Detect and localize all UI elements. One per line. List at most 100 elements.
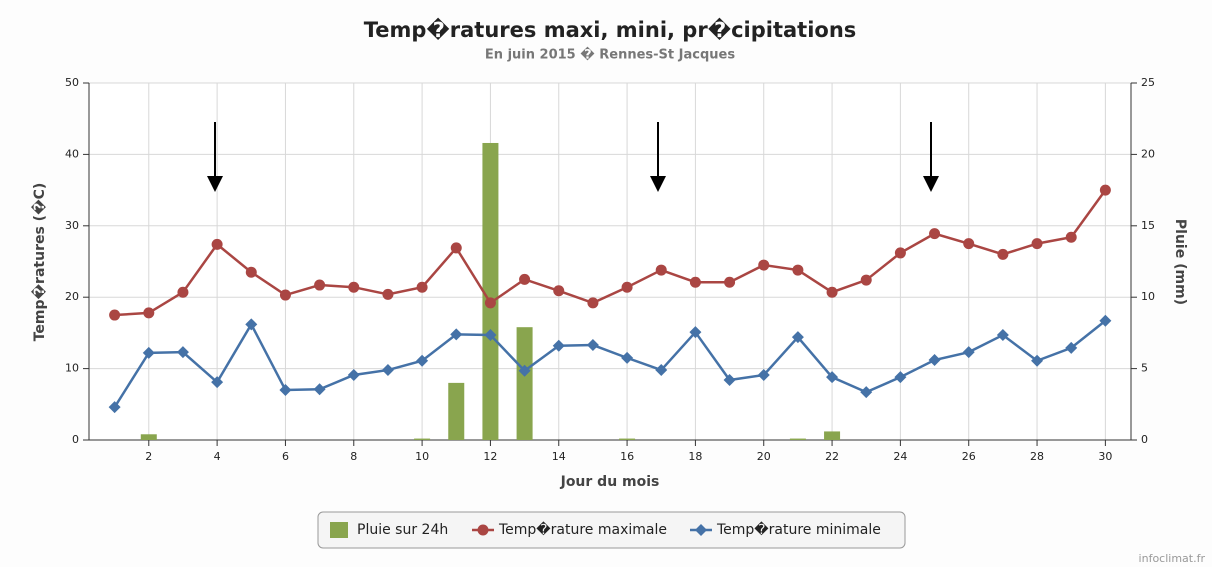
marker [484,297,496,309]
line [113,319,1107,408]
y2-axis-title: Pluie (mm) [1172,219,1188,305]
arrow-head [207,176,223,192]
bar [140,434,157,440]
marker [655,364,668,377]
marker [381,364,394,377]
marker [689,326,702,339]
marker [245,318,258,331]
y-tick-label: 30 [65,219,79,232]
marker [655,264,667,276]
marker [347,369,360,382]
marker [826,286,838,298]
marker [757,369,770,382]
x-tick-label: 26 [962,450,976,463]
marker [416,281,428,293]
legend-label: Temp�rature maximale [498,521,667,538]
marker [279,289,291,301]
marker [552,339,565,352]
marker [177,286,189,298]
marker [142,346,155,359]
x-tick-label: 4 [214,450,221,463]
marker [518,364,531,377]
marker [928,354,941,367]
marker [450,328,463,341]
x-tick-label: 16 [620,450,634,463]
marker [996,329,1009,342]
plot-area [89,83,1131,440]
legend-swatch [330,522,348,538]
marker [1065,341,1078,354]
y-tick-label: 50 [65,76,79,89]
y-axis-title: Temp�ratures (�C) [31,183,48,342]
y2-tick-label: 15 [1141,219,1155,232]
marker [758,259,770,271]
x-tick-label: 8 [350,450,357,463]
y-tick-label: 20 [65,290,79,303]
x-tick-label: 20 [757,450,771,463]
x-tick-label: 18 [688,450,702,463]
marker [894,247,906,259]
marker [997,248,1009,260]
marker [962,346,975,359]
marker [314,279,326,291]
bar [414,438,431,440]
bar [824,431,841,440]
marker [382,288,394,300]
marker [1031,238,1043,250]
chart-subtitle: En juin 2015 � Rennes-St Jacques [485,47,735,63]
legend-marker [695,524,707,536]
marker [519,273,531,285]
x-tick-label: 24 [893,450,907,463]
marker [1099,184,1111,196]
x-tick-label: 6 [282,450,289,463]
marker [1031,354,1044,367]
bar [448,382,465,440]
marker [929,228,941,240]
bar [516,327,533,440]
x-tick-label: 28 [1030,450,1044,463]
marker [1065,231,1077,243]
bar [789,438,806,440]
marker [416,354,429,367]
x-tick-label: 30 [1098,450,1112,463]
y2-tick-label: 25 [1141,76,1155,89]
marker [860,274,872,286]
marker [587,297,599,309]
legend-marker [477,524,489,536]
marker [621,281,633,293]
marker [484,329,497,342]
marker [109,309,121,321]
marker [348,281,360,293]
bar [482,142,499,440]
x-tick-label: 10 [415,450,429,463]
marker [450,242,462,254]
marker [108,401,121,414]
marker [792,264,804,276]
arrow-head [650,176,666,192]
marker [313,383,326,396]
marker [211,376,224,389]
y-tick-label: 10 [65,362,79,375]
marker [791,331,804,344]
y2-tick-label: 10 [1141,290,1155,303]
x-tick-label: 14 [552,450,566,463]
marker [553,285,565,297]
marker [860,386,873,399]
x-tick-label: 2 [145,450,152,463]
marker [143,307,155,319]
legend-label: Temp�rature minimale [716,521,881,538]
arrow-head [923,176,939,192]
marker [724,276,736,288]
y2-tick-label: 0 [1141,433,1148,446]
marker [826,371,839,384]
y-tick-label: 0 [72,433,79,446]
legend-box [317,511,906,549]
y2-tick-label: 20 [1141,147,1155,160]
marker [723,374,736,387]
credit: infoclimat.fr [1139,552,1206,565]
x-tick-label: 22 [825,450,839,463]
line [114,189,1107,317]
marker [211,238,223,250]
x-axis-title: Jour du mois [560,474,660,490]
